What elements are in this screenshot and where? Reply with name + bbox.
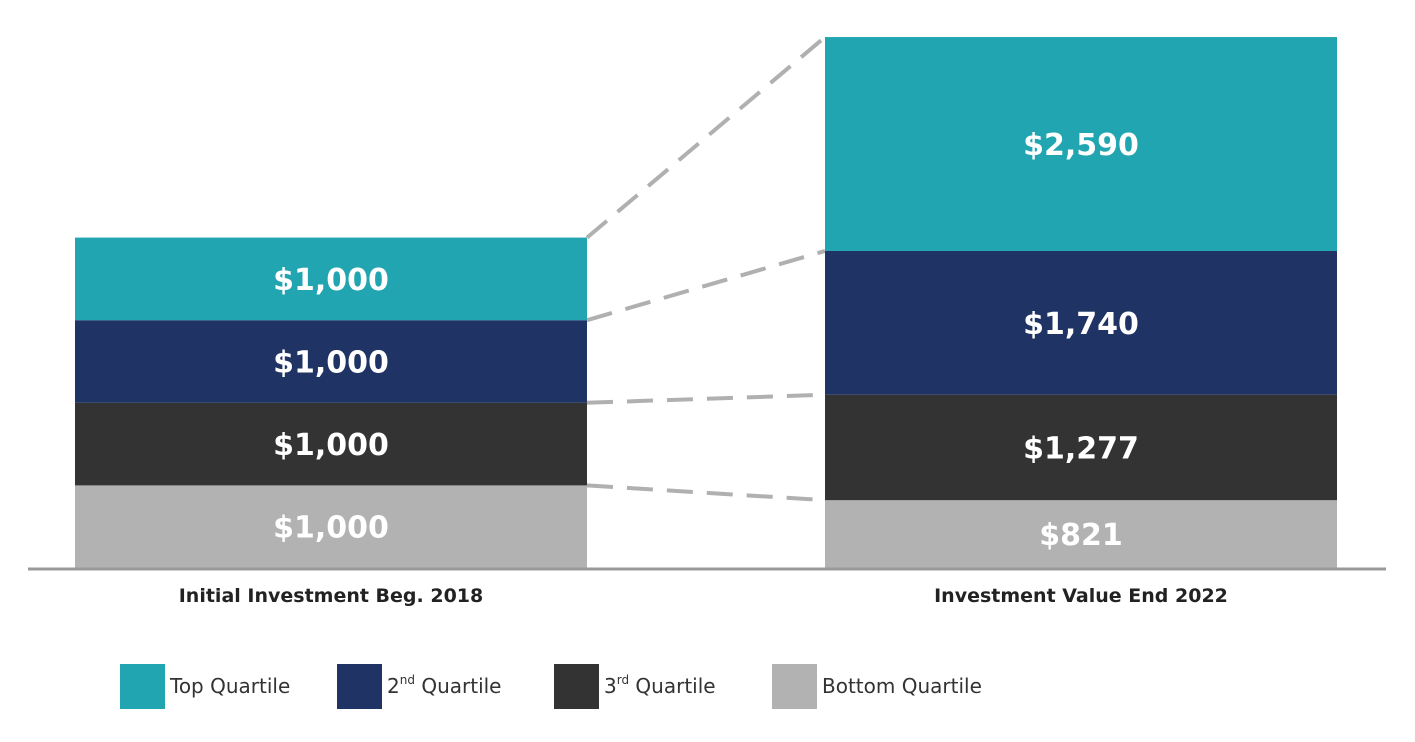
segment-value-label: $821 xyxy=(1039,518,1123,553)
connector-lines xyxy=(585,35,827,503)
bars-group xyxy=(75,37,1337,568)
segment-value-label: $1,000 xyxy=(273,428,389,463)
segment-value-label: $2,590 xyxy=(1023,128,1139,163)
bar-segment-top-quartile-1 xyxy=(75,237,587,321)
legend-label: 3rd Quartile xyxy=(604,673,716,698)
connector-line-1 xyxy=(586,483,826,503)
category-labels: Initial Investment Beg. 2018 Investment V… xyxy=(179,585,1228,607)
connector-line-4 xyxy=(585,35,827,240)
segment-value-label: $1,277 xyxy=(1023,431,1139,466)
legend-label: 2nd Quartile xyxy=(387,673,501,698)
legend-swatch xyxy=(337,664,382,709)
legend-item-3rd-quartile: 3rd Quartile xyxy=(554,664,716,709)
legend-item-top-quartile: Top Quartile xyxy=(120,664,290,709)
legend: Top Quartile 2nd Quartile 3rd Quartile Bott… xyxy=(120,664,982,709)
bar-segment-bottom-quartile-2 xyxy=(825,500,1337,568)
legend-label: Bottom Quartile xyxy=(822,674,982,698)
segment-value-label: $1,740 xyxy=(1023,307,1139,342)
bar-segment-3rd-quartile-2 xyxy=(825,394,1337,501)
bar-segment-2nd-quartile-2 xyxy=(825,250,1337,395)
category-label-2: Investment Value End 2022 xyxy=(934,585,1228,607)
segment-labels: $1,000 $1,000 $1,000 $1,000 $821 $1,277 $1,740… xyxy=(273,128,1139,553)
legend-item-bottom-quartile: Bottom Quartile xyxy=(772,664,982,709)
connector-line-3 xyxy=(586,249,826,323)
bar-segment-3rd-quartile-1 xyxy=(75,402,587,486)
connector-line-2 xyxy=(586,392,826,405)
segment-value-label: $1,000 xyxy=(273,511,389,546)
segment-value-label: $1,000 xyxy=(273,346,389,381)
bar-segment-top-quartile-2 xyxy=(825,37,1337,251)
segment-value-label: $1,000 xyxy=(273,263,389,298)
legend-label: Top Quartile xyxy=(169,674,290,698)
category-label-1: Initial Investment Beg. 2018 xyxy=(179,585,484,607)
legend-swatch xyxy=(120,664,165,709)
bar-segment-bottom-quartile-1 xyxy=(75,485,587,568)
legend-swatch xyxy=(772,664,817,709)
legend-swatch xyxy=(554,664,599,709)
legend-item-2nd-quartile: 2nd Quartile xyxy=(337,664,501,709)
bar-segment-2nd-quartile-1 xyxy=(75,320,587,403)
